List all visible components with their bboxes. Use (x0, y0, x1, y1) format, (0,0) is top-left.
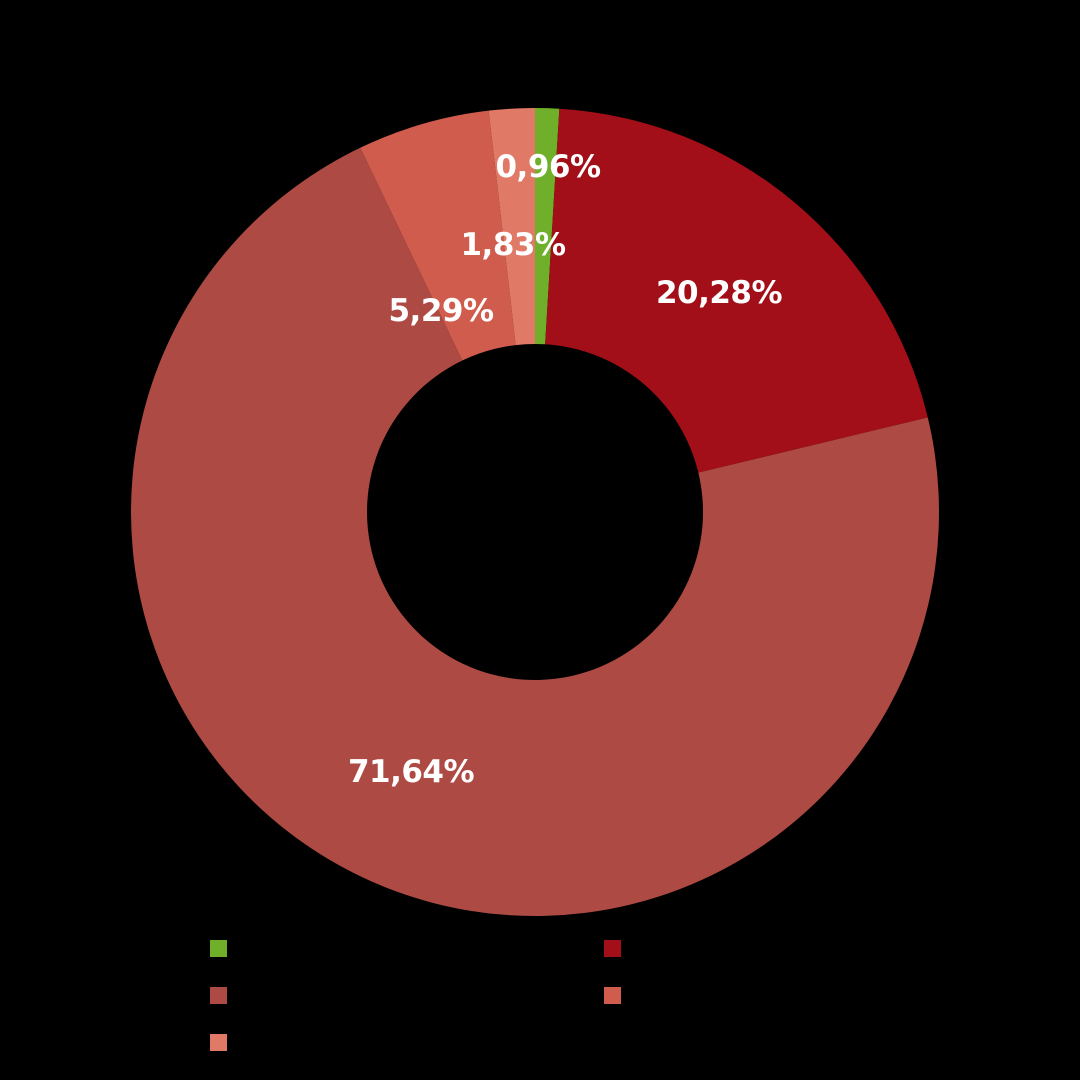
donut-slice-3 (360, 110, 516, 361)
slice-label-salmon: 1,83% (460, 227, 566, 263)
donut-slice-4 (488, 108, 535, 346)
donut-slice-2 (130, 147, 940, 917)
slice-label-brown-red: 71,64% (347, 754, 475, 790)
donut-slice-1 (545, 108, 928, 473)
donut-slice-0 (535, 108, 560, 345)
slice-label-coral: 5,29% (388, 293, 494, 329)
slice-label-dark-red: 20,28% (655, 275, 783, 311)
slice-label-green: 0,96% (495, 149, 601, 185)
